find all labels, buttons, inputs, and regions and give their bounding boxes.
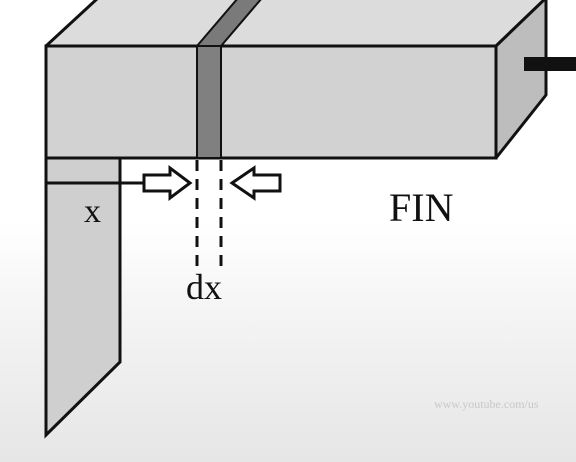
fin-label: FIN: [389, 185, 453, 230]
watermark: www.youtube.com/us: [434, 397, 539, 411]
heat-flow-bar: [524, 57, 576, 71]
fin-top-face: [46, 0, 546, 46]
wall-face: [44, 156, 122, 439]
fin-top-edge-left: [44, 0, 99, 48]
x-label: x: [84, 193, 101, 230]
dx-label: dx: [186, 267, 222, 307]
fin-front-face: [44, 44, 498, 160]
right-arrow-icon: [229, 165, 282, 201]
element-strip-front: [196, 45, 222, 159]
left-arrow-icon: [142, 165, 193, 201]
